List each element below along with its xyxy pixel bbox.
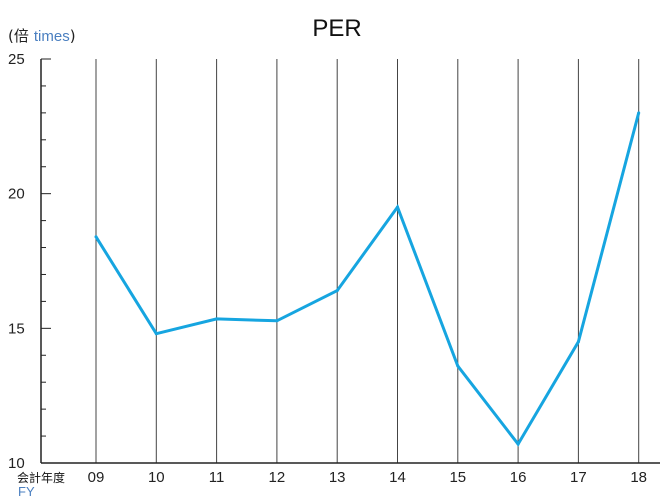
data-point-12: [275, 319, 279, 323]
x-tick-label-13: 13: [329, 469, 346, 486]
data-point-18: [637, 111, 641, 115]
data-point-16: [516, 442, 520, 446]
series-group: [94, 111, 641, 447]
y-tick-label-20: 20: [8, 186, 25, 203]
data-point-13: [335, 289, 339, 293]
x-tick-label-17: 17: [570, 469, 587, 486]
y-axis-unit-jp: 倍: [14, 27, 29, 45]
y-tick-label-25: 25: [8, 51, 25, 68]
x-tick-label-16: 16: [510, 469, 527, 486]
x-axis-label-en: FY: [18, 484, 35, 497]
x-tick-label-14: 14: [389, 469, 406, 486]
x-tick-label-10: 10: [148, 469, 165, 486]
y-axis-unit-en: times: [34, 28, 70, 45]
data-point-14: [396, 205, 399, 209]
chart-title: PER: [312, 15, 361, 42]
x-tick-label-18: 18: [630, 469, 647, 486]
y-axis-unit: (倍 times): [8, 27, 76, 45]
data-point-15: [456, 364, 460, 368]
y-tick-label-10: 10: [8, 455, 25, 472]
y-axis-unit-open-paren: (: [8, 27, 14, 45]
x-axis-ticks: 09 10 11 12 13 14 15 16 17 18: [88, 469, 647, 486]
data-point-17: [576, 340, 580, 344]
x-tick-label-15: 15: [449, 469, 466, 486]
y-axis-ticks: 10 15 20 25: [8, 51, 51, 472]
series-line-0: [94, 112, 641, 447]
data-point-11: [215, 317, 219, 321]
axes: [40, 59, 660, 464]
x-tick-label-12: 12: [269, 469, 286, 486]
data-point-10: [154, 332, 158, 336]
x-tick-label-09: 09: [88, 469, 105, 486]
y-axis-unit-close-paren: ): [70, 27, 76, 45]
vertical-gridlines: [95, 59, 640, 463]
x-axis-label-jp: 会計年度: [17, 470, 65, 485]
data-point-09: [94, 235, 98, 239]
x-tick-label-11: 11: [209, 469, 225, 486]
y-tick-label-15: 15: [8, 320, 25, 337]
